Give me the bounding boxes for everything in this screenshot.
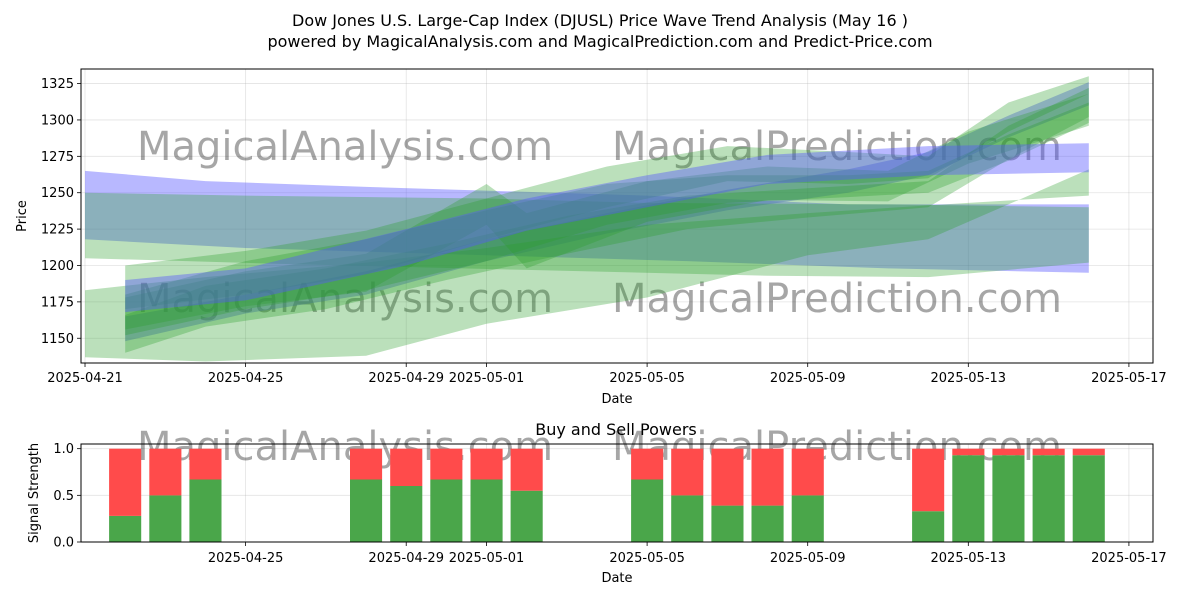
price-x-tick-label: 2025-05-05 xyxy=(609,371,685,386)
price-x-tick-label: 2025-05-13 xyxy=(931,371,1007,386)
price-y-tick-label: 1300 xyxy=(41,113,74,128)
signal-x-tick-label: 2025-05-13 xyxy=(931,551,1007,566)
figure-title-line2: powered by MagicalAnalysis.com and Magic… xyxy=(267,32,932,51)
wave-band-green-5 xyxy=(125,76,1089,310)
signal-bars xyxy=(109,448,1105,542)
signal-x-tick-label: 2025-04-29 xyxy=(368,551,444,566)
buy-power-bar xyxy=(711,505,744,542)
buy-power-bar xyxy=(350,479,383,542)
price-x-axis-label: Date xyxy=(601,392,632,407)
buy-power-bar xyxy=(751,505,784,542)
wave-band-green-3 xyxy=(85,169,1089,362)
sell-power-bar xyxy=(791,448,824,496)
wave-band-blue-0 xyxy=(85,170,1089,273)
price-y-tick-label: 1200 xyxy=(41,259,74,274)
figure-title-line1: Dow Jones U.S. Large-Cap Index (DJUSL) P… xyxy=(292,11,908,30)
wave-band-blue-1 xyxy=(125,82,1089,342)
signal-chart: Buy and Sell Powers MagicalAnalysis.com … xyxy=(27,420,1167,586)
sell-power-bar xyxy=(109,448,142,516)
buy-power-bar xyxy=(631,479,664,542)
buy-power-bar xyxy=(189,479,222,542)
buy-power-bar xyxy=(912,511,945,542)
price-x-tick-label: 2025-04-21 xyxy=(47,371,123,386)
buy-power-bar xyxy=(671,495,704,542)
sell-power-bar xyxy=(671,448,704,496)
watermark-analysis-mid: MagicalAnalysis.com xyxy=(137,276,553,322)
buy-power-bar xyxy=(791,495,824,542)
signal-x-tick-label: 2025-05-09 xyxy=(770,551,846,566)
buy-power-bar xyxy=(1072,455,1105,542)
watermark-analysis-top: MagicalAnalysis.com xyxy=(137,124,553,170)
signal-y-tick-label: 1.0 xyxy=(53,442,74,457)
price-x-tick-label: 2025-04-25 xyxy=(208,371,284,386)
price-y-tick-label: 1275 xyxy=(41,150,74,165)
signal-y-tick-label: 0.5 xyxy=(53,489,74,504)
wave-band-blue-8 xyxy=(125,143,1089,313)
wave-band-green-2 xyxy=(85,192,1089,278)
signal-y-tick-label: 0.0 xyxy=(53,536,74,551)
buy-power-bar xyxy=(992,455,1025,542)
sell-power-bar xyxy=(912,448,945,512)
price-y-tick-label: 1325 xyxy=(41,77,74,92)
signal-x-tick-label: 2025-05-17 xyxy=(1091,551,1167,566)
price-y-tick-label: 1150 xyxy=(41,332,74,347)
price-x-tick-label: 2025-05-01 xyxy=(449,371,525,386)
signal-x-axis-label: Date xyxy=(601,571,632,586)
watermark-prediction-top: MagicalPrediction.com xyxy=(612,124,1062,170)
price-y-tick-label: 1250 xyxy=(41,186,74,201)
price-wave-bands xyxy=(85,76,1089,362)
sell-power-bar xyxy=(952,448,985,456)
price-x-ticks: 2025-04-21 2025-04-25 2025-04-29 2025-05-01… xyxy=(47,363,1167,386)
buy-power-bar xyxy=(470,479,503,542)
sell-power-bar xyxy=(390,448,423,486)
buy-power-bar xyxy=(430,479,463,542)
wave-band-green-6 xyxy=(125,87,1089,353)
watermark-prediction-mid: MagicalPrediction.com xyxy=(612,276,1062,322)
sell-power-bar xyxy=(470,448,503,480)
sell-power-bar xyxy=(631,448,664,480)
sell-power-bar xyxy=(992,448,1025,456)
sell-power-bar xyxy=(510,448,543,491)
price-plot-frame xyxy=(80,68,1154,364)
sell-power-bar xyxy=(430,448,463,480)
price-x-tick-label: 2025-05-17 xyxy=(1091,371,1167,386)
price-y-tick-label: 1225 xyxy=(41,223,74,238)
sell-power-bar xyxy=(751,448,784,506)
buy-power-bar xyxy=(510,490,543,542)
sell-power-bar xyxy=(711,448,744,506)
price-x-tick-label: 2025-05-09 xyxy=(770,371,846,386)
price-y-axis-label: Price xyxy=(15,200,30,232)
signal-x-tick-label: 2025-05-01 xyxy=(449,551,525,566)
sell-power-bar xyxy=(149,448,182,496)
signal-x-tick-label: 2025-04-25 xyxy=(208,551,284,566)
sell-power-bar xyxy=(1072,448,1105,456)
wave-band-green-4 xyxy=(125,102,1089,336)
price-chart: MagicalAnalysis.com MagicalPrediction.co… xyxy=(15,68,1167,407)
buy-power-bar xyxy=(149,495,182,542)
price-grid xyxy=(81,69,1153,363)
signal-chart-title: Buy and Sell Powers xyxy=(535,420,697,439)
watermark-group-top: MagicalAnalysis.com MagicalPrediction.co… xyxy=(137,124,1062,322)
signal-plot-frame xyxy=(80,443,1154,543)
sell-power-bar xyxy=(350,448,383,480)
buy-power-bar xyxy=(952,455,985,542)
signal-y-axis-label: Signal Strength xyxy=(27,443,42,543)
signal-x-tick-label: 2025-05-05 xyxy=(609,551,685,566)
sell-power-bar xyxy=(189,448,222,480)
price-x-tick-label: 2025-04-29 xyxy=(368,371,444,386)
sell-power-bar xyxy=(1032,448,1065,456)
signal-y-ticks: 0.0 0.5 1.0 xyxy=(53,442,81,551)
buy-power-bar xyxy=(1032,455,1065,542)
buy-power-bar xyxy=(390,486,423,542)
buy-power-bar xyxy=(109,515,142,542)
price-y-tick-label: 1175 xyxy=(41,295,74,310)
wave-band-green-7 xyxy=(125,93,1089,330)
price-y-ticks: 1150 1175 1200 1225 1250 1275 1300 1325 xyxy=(41,77,81,347)
signal-x-ticks: 2025-04-25 2025-04-29 2025-05-01 2025-05-05… xyxy=(208,542,1167,566)
